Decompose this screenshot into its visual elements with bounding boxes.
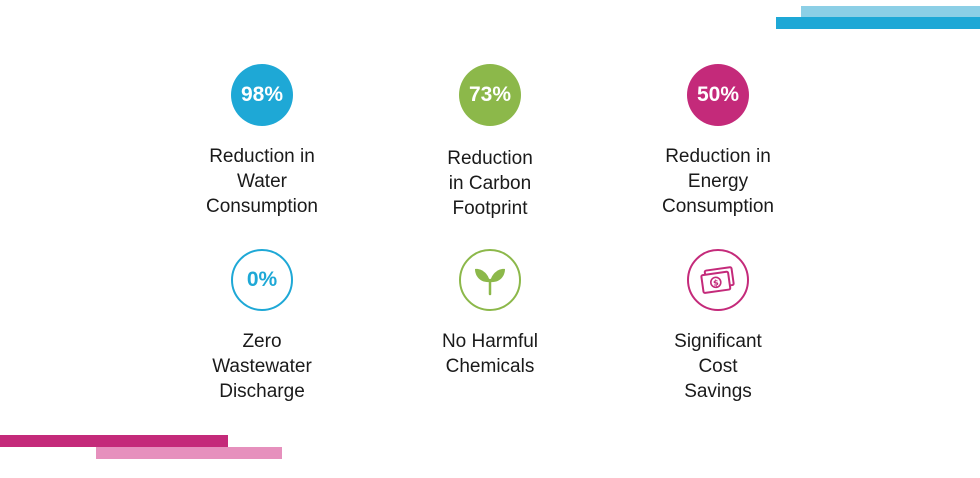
label-line: Significant xyxy=(674,331,762,352)
label-line: Consumption xyxy=(662,196,774,217)
leaf-sprout-icon xyxy=(475,268,505,296)
label-line: Chemicals xyxy=(445,356,535,377)
stat-value: 50% xyxy=(696,83,740,106)
stat-label: Reduction in Energy Consumption xyxy=(618,144,818,219)
stat-water-reduction: 98% Reduction in Water Consumption xyxy=(162,64,362,219)
label-line: Reduction xyxy=(447,148,533,169)
decorative-bar-top-light xyxy=(801,6,980,17)
stat-carbon-reduction: 73% Reduction in Carbon Footprint xyxy=(390,64,590,221)
label-line: Reduction in xyxy=(209,146,315,167)
stat-badge: 73% xyxy=(459,64,521,126)
label-line: Wastewater xyxy=(212,356,312,377)
benefit-no-chemicals: No Harmful Chemicals xyxy=(390,249,590,379)
stat-label: Reduction in Carbon Footprint xyxy=(390,146,590,221)
label-line: Discharge xyxy=(219,381,305,402)
decorative-bar-bottom-light xyxy=(96,447,282,459)
benefit-badge: $ xyxy=(687,249,749,311)
benefit-value: 0% xyxy=(246,268,278,291)
label-line: Footprint xyxy=(452,198,528,219)
decorative-bar-top-dark xyxy=(776,17,980,29)
stat-badge: 98% xyxy=(231,64,293,126)
label-line: Water xyxy=(237,171,287,192)
label-line: No Harmful xyxy=(441,331,539,352)
label-line: Reduction in xyxy=(665,146,771,167)
benefit-label: Zero Wastewater Discharge xyxy=(162,329,362,404)
benefit-label: No Harmful Chemicals xyxy=(390,329,590,379)
money-bill-icon: $ xyxy=(700,266,735,294)
stat-badge: 50% xyxy=(687,64,749,126)
label-line: Consumption xyxy=(206,196,318,217)
label-line: Savings xyxy=(684,381,752,402)
benefit-label: Significant Cost Savings xyxy=(618,329,818,404)
decorative-bar-bottom-dark xyxy=(0,435,228,447)
label-line: Energy xyxy=(687,171,749,192)
benefit-badge xyxy=(459,249,521,311)
benefit-cost-savings: $ Significant Cost Savings xyxy=(618,249,818,404)
label-line: in Carbon xyxy=(448,173,532,194)
benefit-zero-wastewater: 0% Zero Wastewater Discharge xyxy=(162,249,362,404)
svg-text:$: $ xyxy=(713,278,720,288)
stat-energy-reduction: 50% Reduction in Energy Consumption xyxy=(618,64,818,219)
stat-value: 98% xyxy=(240,83,284,106)
label-line: Cost xyxy=(698,356,738,377)
label-line: Zero xyxy=(242,331,282,352)
benefit-badge: 0% xyxy=(231,249,293,311)
stat-label: Reduction in Water Consumption xyxy=(162,144,362,219)
stat-value: 73% xyxy=(468,83,512,106)
